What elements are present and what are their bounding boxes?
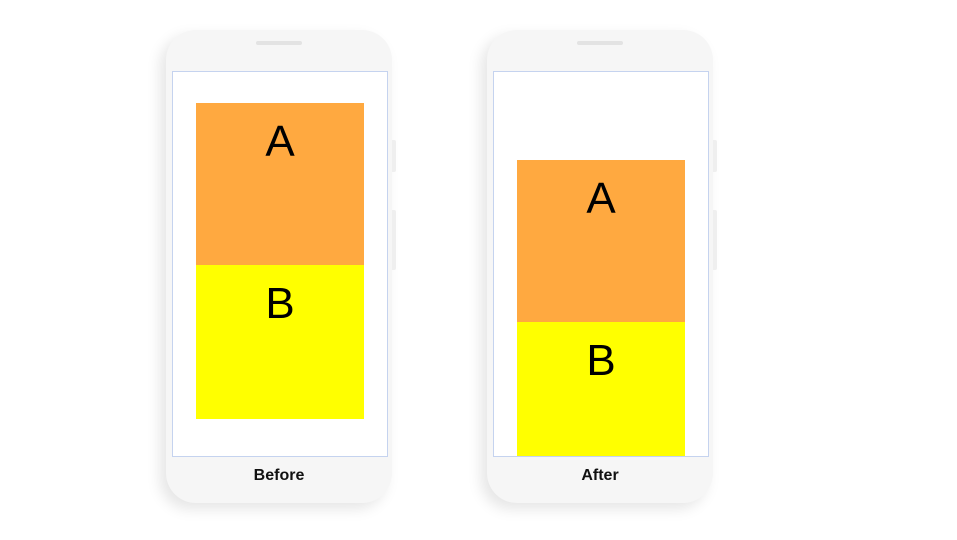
box-a: A <box>517 160 685 322</box>
speaker <box>256 41 302 45</box>
phone-label: Before <box>253 467 305 484</box>
phone-screen: A B <box>172 71 388 457</box>
side-button <box>713 210 717 270</box>
box-a: A <box>196 103 364 265</box>
speaker <box>577 41 623 45</box>
phone-after: A B After <box>487 30 717 503</box>
phone-screen: A B <box>493 71 709 457</box>
box-a-label: A <box>586 174 616 223</box>
side-button <box>392 140 396 172</box>
box-b-label: B <box>586 336 616 385</box>
box-a-label: A <box>265 117 295 166</box>
box-b: B <box>196 265 364 419</box>
side-button <box>392 210 396 270</box>
box-b-label: B <box>265 279 295 328</box>
box-b: B <box>517 322 685 456</box>
phone-before: A B Before <box>166 30 396 503</box>
phone-label: After <box>581 467 619 484</box>
side-button <box>713 140 717 172</box>
